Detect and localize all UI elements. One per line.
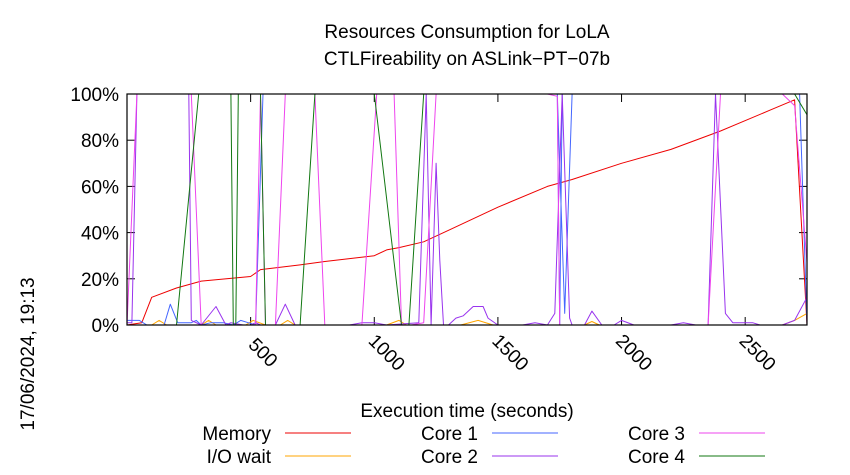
x-tick-label: 2500 [735, 331, 780, 376]
series-line-core-2 [127, 93, 808, 326]
x-tick-label: 500 [244, 334, 281, 371]
axis-ticks [127, 93, 807, 326]
series-lines [126, 93, 808, 326]
x-axis-label: Execution time (seconds) [360, 401, 573, 422]
chart-title-line-2: CTLFireability on ASLink−PT−07b [324, 49, 610, 70]
series-line-core-4 [127, 93, 808, 326]
timestamp-label: 17/06/2024, 19:13 [18, 277, 39, 430]
x-tick-label: 1500 [487, 331, 532, 376]
chart-title-line-1: Resources Consumption for LoLA [324, 22, 609, 43]
series-line-memory [126, 99, 808, 326]
legend-label: Memory [202, 424, 271, 445]
y-tick-label: 60% [81, 177, 119, 198]
series-line-core-1 [127, 93, 808, 326]
legend-label: I/O wait [207, 447, 272, 468]
y-tick-label: 80% [81, 131, 119, 152]
legend-label: Core 2 [421, 447, 478, 468]
x-tick-label: 2000 [611, 331, 656, 376]
y-tick-label: 20% [81, 270, 119, 291]
legend-label: Core 1 [421, 424, 478, 445]
legend-label: Core 4 [628, 447, 685, 468]
y-tick-label: 40% [81, 224, 119, 245]
legend-label: Core 3 [628, 424, 685, 445]
series-line-core-3 [126, 93, 808, 326]
x-tick-label: 1000 [364, 331, 409, 376]
y-tick-label: 0% [92, 316, 120, 337]
plot-frame [126, 93, 808, 326]
y-tick-label: 100% [70, 85, 119, 106]
